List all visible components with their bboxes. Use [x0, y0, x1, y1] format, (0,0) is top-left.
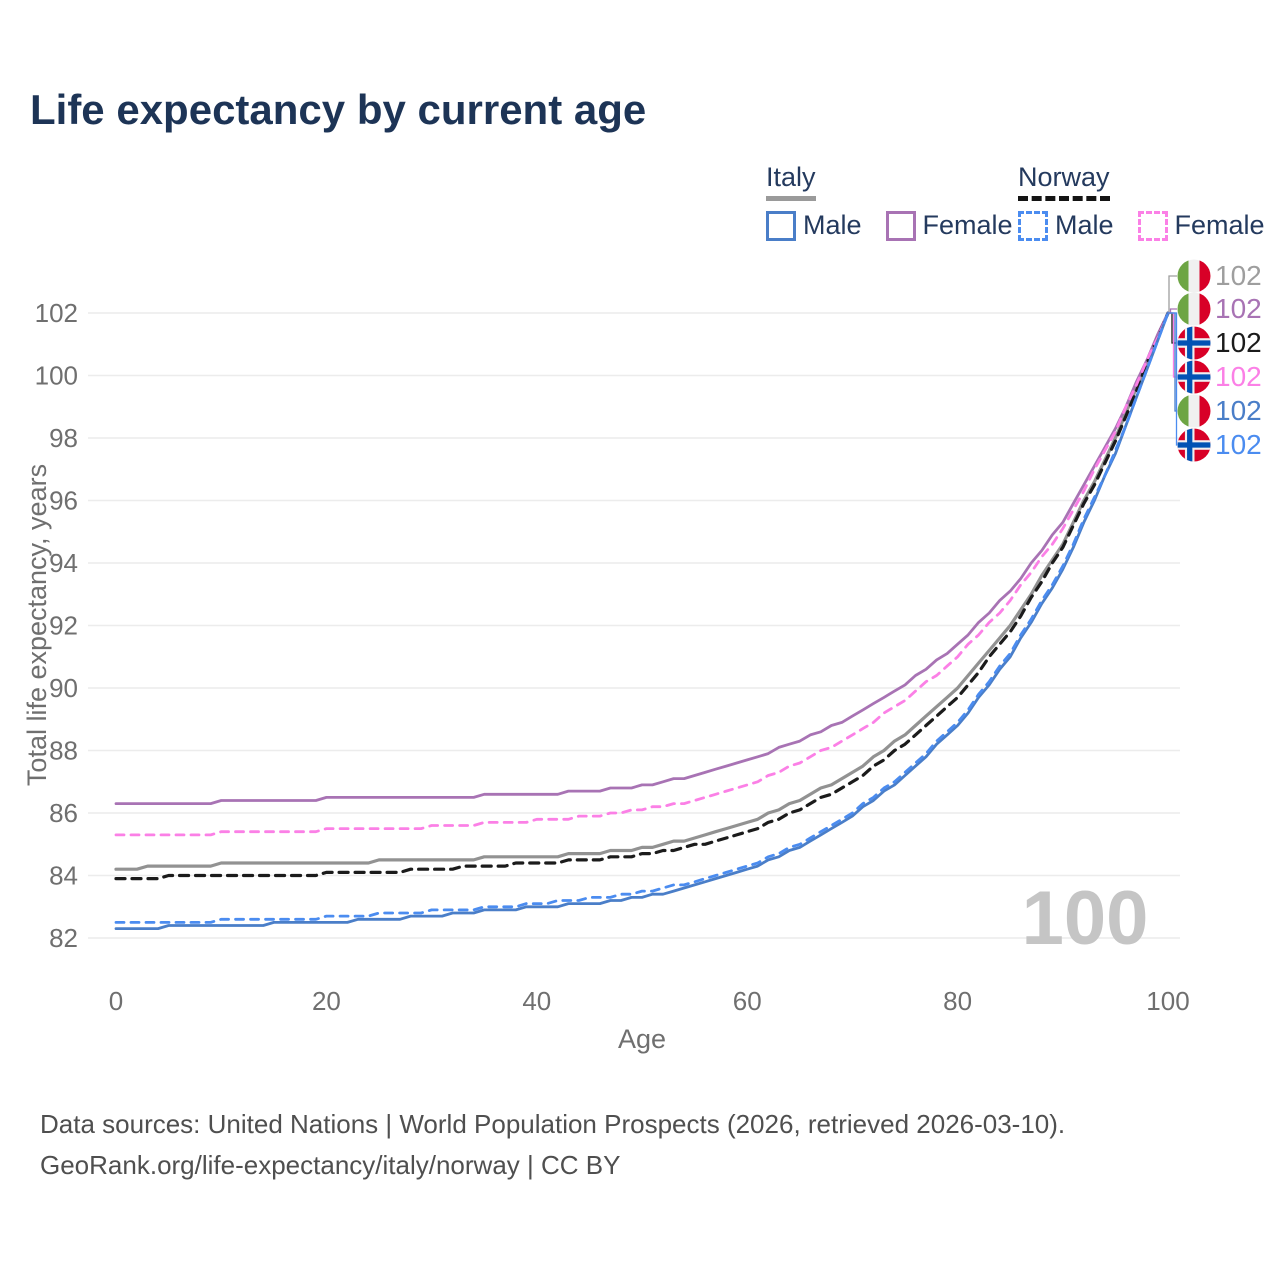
x-tick-label: 0 — [109, 986, 123, 1016]
legend-item-norway-female[interactable]: Female — [1137, 210, 1265, 241]
y-tick-label: 96 — [49, 486, 78, 516]
norway-flag-icon — [1177, 428, 1211, 462]
x-tick-label: 40 — [522, 986, 551, 1016]
italy-female-swatch-icon — [885, 210, 916, 241]
end-label-italy-total: 102 — [1215, 260, 1262, 291]
end-label-norway-female: 102 — [1215, 361, 1262, 392]
series-line-italy-total[interactable] — [114, 311, 1170, 871]
legend-item-italy-male[interactable]: Male — [766, 210, 862, 241]
end-label-norway-total: 102 — [1215, 327, 1262, 358]
x-tick-label: 20 — [312, 986, 341, 1016]
leader-line-italy-total — [1168, 275, 1177, 314]
italy-flag-icon — [1177, 292, 1211, 326]
y-tick-label: 92 — [49, 611, 78, 641]
x-tick-label: 80 — [943, 986, 972, 1016]
legend-item-label: Female — [922, 210, 1013, 240]
series-line-norway-total[interactable] — [114, 311, 1170, 881]
series-line-norway-male[interactable] — [114, 311, 1170, 924]
y-tick-label: 94 — [49, 548, 78, 578]
source-line-2: GeoRank.org/life-expectancy/italy/norway… — [40, 1150, 621, 1180]
legend-country-norway: Norway — [1018, 162, 1110, 201]
series-line-italy-female[interactable] — [114, 311, 1170, 805]
norway-flag-icon — [1177, 360, 1211, 394]
y-tick-label: 98 — [49, 423, 78, 453]
end-label-italy-female: 102 — [1215, 293, 1262, 324]
leader-line-norway-male — [1168, 312, 1178, 446]
page-title: Life expectancy by current age — [30, 86, 647, 133]
legend-item-italy-female[interactable]: Female — [885, 210, 1013, 241]
norway-female-swatch-icon — [1137, 210, 1168, 241]
x-axis-title: Age — [618, 1024, 666, 1054]
legend-item-label: Male — [803, 210, 862, 240]
y-tick-label: 82 — [49, 923, 78, 953]
norway-flag-icon — [1177, 326, 1211, 360]
series-line-italy-male[interactable] — [114, 311, 1170, 930]
italy-male-swatch-icon — [766, 210, 796, 241]
legend-item-norway-male[interactable]: Male — [1018, 210, 1114, 241]
chart-canvas: 82 84 86 88 90 92 94 96 98 100 102 0 20 40 60 80 100 Age T… — [22, 259, 1262, 1054]
y-tick-label: 102 — [35, 298, 78, 328]
source-attribution: Data sources: United Nations | World Pop… — [40, 1104, 1065, 1186]
legend-group-italy: Italy Male Female — [766, 162, 1013, 241]
source-line-1: Data sources: United Nations | World Pop… — [40, 1109, 1066, 1139]
legend-item-label: Female — [1174, 210, 1265, 240]
watermark-current-age: 100 — [1022, 876, 1149, 961]
y-tick-label: 86 — [49, 798, 78, 828]
italy-flag-icon — [1177, 394, 1211, 428]
norway-male-swatch-icon — [1018, 210, 1048, 241]
y-tick-label: 88 — [49, 736, 78, 766]
x-tick-label: 100 — [1146, 986, 1189, 1016]
y-tick-label: 90 — [49, 673, 78, 703]
end-label-italy-male: 102 — [1215, 395, 1262, 426]
y-tick-label: 84 — [49, 861, 78, 891]
x-tick-label: 60 — [733, 986, 762, 1016]
y-tick-label: 100 — [35, 361, 78, 391]
legend-country-italy: Italy — [766, 162, 816, 201]
series-line-norway-female[interactable] — [114, 311, 1170, 837]
italy-flag-icon — [1177, 259, 1211, 293]
legend-item-label: Male — [1055, 210, 1114, 240]
end-label-norway-male: 102 — [1215, 429, 1262, 460]
legend-group-norway: Norway Male Female — [1018, 162, 1265, 241]
y-axis-title: Total life expectancy, years — [22, 464, 52, 786]
